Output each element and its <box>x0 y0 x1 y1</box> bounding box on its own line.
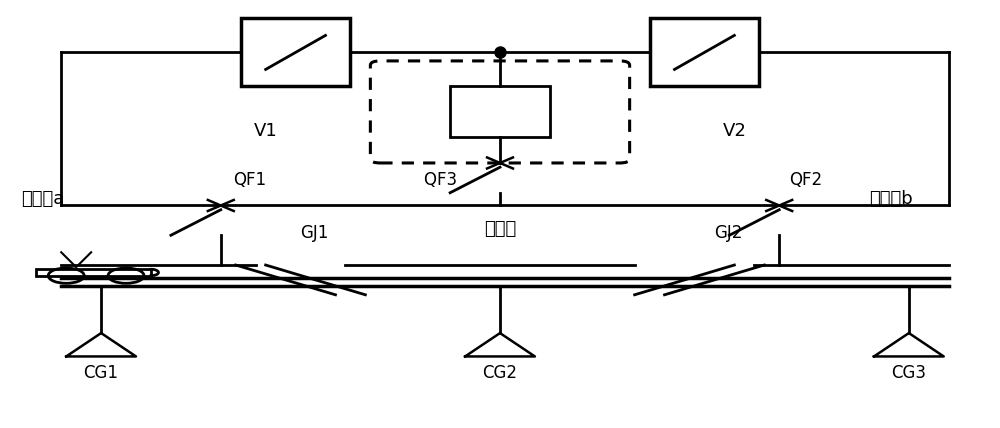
Text: GJ1: GJ1 <box>301 224 329 242</box>
Text: V1: V1 <box>254 122 278 140</box>
Text: QF3: QF3 <box>424 171 462 189</box>
Text: QF2: QF2 <box>789 171 822 189</box>
Text: 供电臂b: 供电臂b <box>869 190 913 208</box>
Text: CG3: CG3 <box>891 365 926 383</box>
Text: QF1: QF1 <box>233 171 266 189</box>
Bar <box>450 86 550 137</box>
Bar <box>650 18 759 86</box>
Bar <box>36 269 151 276</box>
Text: 供电臂a: 供电臂a <box>21 190 65 208</box>
Text: GJ2: GJ2 <box>714 224 743 242</box>
Text: 中性区: 中性区 <box>484 220 516 238</box>
Text: V2: V2 <box>722 122 746 140</box>
Text: CG1: CG1 <box>84 365 119 383</box>
Bar <box>241 18 350 86</box>
Text: CG2: CG2 <box>482 365 518 383</box>
